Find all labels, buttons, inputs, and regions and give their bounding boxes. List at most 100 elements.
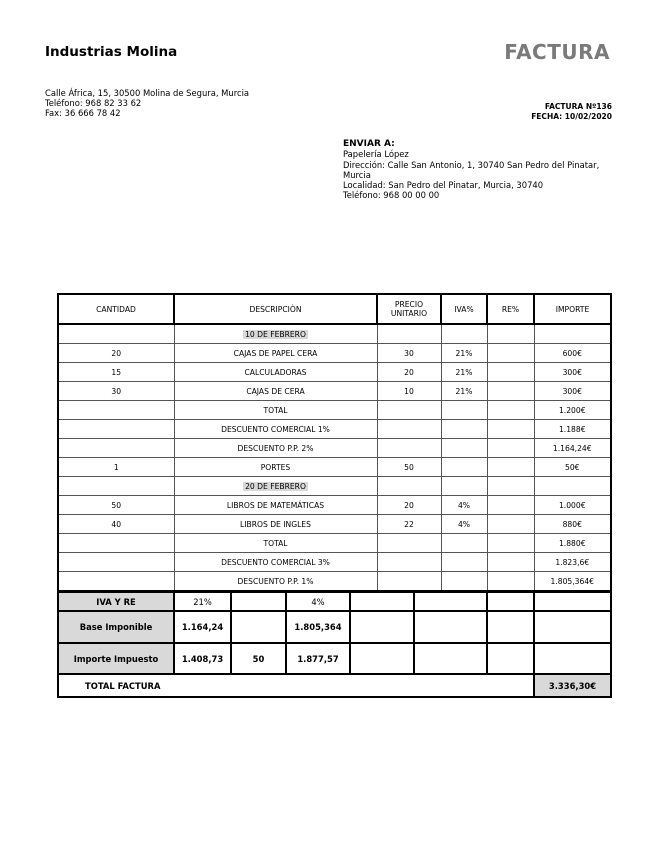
cell-desc: CAJAS DE CERA bbox=[173, 381, 378, 401]
cell-re bbox=[486, 381, 535, 401]
cell-desc: CALCULADORAS bbox=[173, 362, 378, 382]
cell-iva: 21% bbox=[440, 381, 488, 401]
cell-re bbox=[486, 400, 535, 420]
cell-re bbox=[486, 457, 535, 477]
summary-cell bbox=[349, 610, 415, 644]
cell-desc: DESCUENTO P.P. 1% bbox=[173, 571, 378, 592]
cell-price bbox=[376, 323, 442, 344]
summary-cell bbox=[533, 610, 612, 644]
table-row: DESCUENTO COMERCIAL 1% 1.188€ bbox=[57, 419, 612, 439]
cell-qty bbox=[57, 476, 175, 496]
cell-amount bbox=[533, 476, 612, 496]
cell-re bbox=[486, 552, 535, 572]
summary-cell: 1.164,24 bbox=[173, 610, 232, 644]
summary-cell: 1.408,73 bbox=[173, 642, 232, 675]
company-phone: Teléfono: 968 82 33 62 bbox=[45, 98, 142, 108]
summary-cell bbox=[413, 591, 488, 612]
summary-cell: 50 bbox=[230, 642, 287, 675]
cell-amount: 300€ bbox=[533, 362, 612, 382]
cell-desc: DESCUENTO COMERCIAL 1% bbox=[173, 419, 378, 439]
table-row: TOTAL 1.200€ bbox=[57, 400, 612, 420]
cell-amount: 600€ bbox=[533, 343, 612, 363]
cell-qty: 1 bbox=[57, 457, 175, 477]
company-address: Calle África, 15, 30500 Molina de Segura… bbox=[45, 88, 250, 98]
cell-re bbox=[486, 495, 535, 515]
cell-re bbox=[486, 362, 535, 382]
section-row: 10 DE FEBRERO bbox=[57, 323, 612, 344]
total-label: TOTAL FACTURA bbox=[57, 673, 535, 698]
summary-row: Base Imponible 1.164,24 1.805,364 bbox=[57, 610, 612, 644]
cell-qty: 40 bbox=[57, 514, 175, 534]
invoice-number: FACTURA Nº136 bbox=[544, 102, 612, 111]
document-title: FACTURA bbox=[504, 40, 610, 64]
summary-row: Importe Impuesto 1.408,73 50 1.877,57 bbox=[57, 642, 612, 675]
summary-cell bbox=[413, 642, 488, 675]
summary-cell bbox=[349, 642, 415, 675]
cell-price: 20 bbox=[376, 495, 442, 515]
cell-iva bbox=[440, 400, 488, 420]
cell-amount: 50€ bbox=[533, 457, 612, 477]
cell-amount: 300€ bbox=[533, 381, 612, 401]
table-row: DESCUENTO COMERCIAL 3% 1.823,6€ bbox=[57, 552, 612, 572]
cell-re bbox=[486, 419, 535, 439]
cell-qty: 50 bbox=[57, 495, 175, 515]
summary-cell: 1.805,364 bbox=[285, 610, 351, 644]
cell-desc: 20 DE FEBRERO bbox=[173, 476, 378, 496]
summary-cell bbox=[230, 591, 287, 612]
cell-iva bbox=[440, 438, 488, 458]
summary-cell: 4% bbox=[285, 591, 351, 612]
table-row: DESCUENTO P.P. 1% 1.805,364€ bbox=[57, 571, 612, 592]
table-row: 20 CAJAS DE PAPEL CERA 30 21% 600€ bbox=[57, 343, 612, 363]
cell-desc: LIBROS DE INGLES bbox=[173, 514, 378, 534]
cell-amount: 1.164,24€ bbox=[533, 438, 612, 458]
cell-desc: PORTES bbox=[173, 457, 378, 477]
ship-to-phone: Teléfono: 968 00 00 00 bbox=[343, 190, 440, 201]
summary-cell: 21% bbox=[173, 591, 232, 612]
cell-re bbox=[486, 476, 535, 496]
column-header: DESCRIPCIÒN bbox=[173, 293, 378, 325]
cell-iva bbox=[440, 533, 488, 553]
summary-cell bbox=[533, 642, 612, 675]
cell-qty: 30 bbox=[57, 381, 175, 401]
summary-label: IVA Y RE bbox=[57, 591, 175, 612]
cell-qty bbox=[57, 400, 175, 420]
cell-qty bbox=[57, 323, 175, 344]
cell-re bbox=[486, 514, 535, 534]
cell-re bbox=[486, 343, 535, 363]
column-header: PRECIO UNITARIO bbox=[376, 293, 442, 325]
section-date: 10 DE FEBRERO bbox=[243, 329, 308, 339]
cell-iva: 21% bbox=[440, 343, 488, 363]
cell-desc: 10 DE FEBRERO bbox=[173, 323, 378, 344]
table-row: TOTAL 1.880€ bbox=[57, 533, 612, 553]
column-header: IVA% bbox=[440, 293, 488, 325]
cell-iva bbox=[440, 419, 488, 439]
cell-amount: 1.200€ bbox=[533, 400, 612, 420]
cell-iva bbox=[440, 476, 488, 496]
summary-cell: 1.877,57 bbox=[285, 642, 351, 675]
column-header: CANTIDAD bbox=[57, 293, 175, 325]
table-row: 50 LIBROS DE MATEMÁTICAS 20 4% 1.000€ bbox=[57, 495, 612, 515]
cell-desc: DESCUENTO COMERCIAL 3% bbox=[173, 552, 378, 572]
cell-price: 22 bbox=[376, 514, 442, 534]
cell-price bbox=[376, 419, 442, 439]
cell-re bbox=[486, 571, 535, 592]
cell-desc: DESCUENTO P.P. 2% bbox=[173, 438, 378, 458]
ship-to-name: Papelería López bbox=[343, 149, 409, 160]
cell-iva bbox=[440, 552, 488, 572]
summary-label: Base Imponible bbox=[57, 610, 175, 644]
tax-summary-table: IVA Y RE 21% 4% Base Imponible 1.164,24 1.805… bbox=[57, 591, 612, 698]
summary-cell bbox=[413, 610, 488, 644]
column-header: RE% bbox=[486, 293, 535, 325]
table-row: 40 LIBROS DE INGLES 22 4% 880€ bbox=[57, 514, 612, 534]
cell-re bbox=[486, 533, 535, 553]
cell-re bbox=[486, 438, 535, 458]
cell-price bbox=[376, 552, 442, 572]
cell-price bbox=[376, 571, 442, 592]
table-header-row: CANTIDAD DESCRIPCIÒN PRECIO UNITARIO IVA% RE… bbox=[57, 293, 612, 325]
summary-cell bbox=[486, 610, 535, 644]
cell-qty bbox=[57, 419, 175, 439]
cell-price: 20 bbox=[376, 362, 442, 382]
summary-cell bbox=[486, 591, 535, 612]
cell-price bbox=[376, 438, 442, 458]
